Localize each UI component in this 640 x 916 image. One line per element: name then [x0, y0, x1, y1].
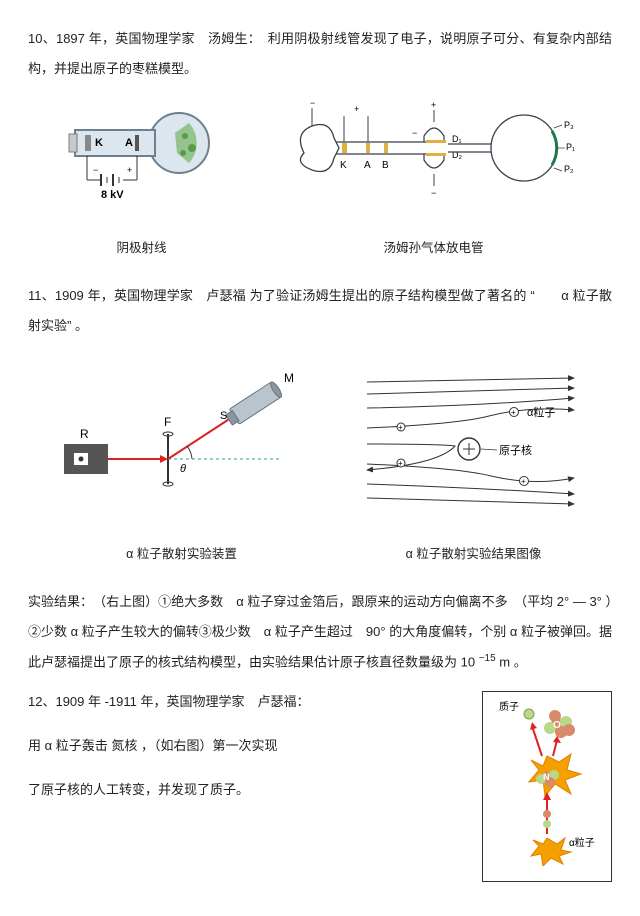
label-theta: θ [180, 463, 186, 475]
svg-text:+: + [431, 100, 436, 110]
svg-text:−: − [310, 98, 315, 108]
label-alpha2: α粒子 [569, 836, 595, 849]
label-kv: 8 kV [101, 189, 124, 201]
svg-text:+: + [521, 477, 526, 486]
label-P3: P₃ [564, 120, 574, 130]
svg-text:+: + [398, 423, 403, 432]
label-K2: K [340, 160, 347, 171]
label-F: F [164, 415, 171, 429]
fig12-box: 质子 O N [482, 691, 612, 882]
section-12: 质子 O N [28, 687, 612, 892]
label-proton: 质子 [499, 701, 519, 713]
cathode-ray-svg: K A − + 8 kV [57, 98, 227, 208]
result-figure: 原子核 + α粒子 + + + [359, 364, 589, 525]
apparatus-figure: R F θ S M [52, 364, 312, 525]
label-K: K [95, 137, 103, 149]
apparatus-svg: R F θ S M [52, 364, 312, 514]
label-D1: D₁ [452, 134, 462, 144]
para-11-result: 实验结果： （右上图）①绝大多数 α 粒子穿过金箔后，跟原来的运动方向偏离不多 … [28, 587, 612, 677]
svg-text:+: + [127, 165, 132, 175]
para-11: 11、1909 年，英国物理学家 卢瑟福 为了验证汤姆生提出的原子结构模型做了著… [28, 281, 612, 341]
svg-text:+: + [511, 408, 516, 417]
para-10: 10、1897 年，英国物理学家 汤姆生： 利用阴极射线管发现了电子，说明原子可… [28, 24, 612, 84]
svg-text:−: − [93, 165, 98, 175]
label-nucleus: 原子核 [499, 443, 532, 457]
para-11-result-tail: m 。 [496, 654, 527, 669]
label-P2: P₂ [564, 164, 574, 174]
fig12-svg: 质子 O N [487, 696, 605, 866]
caption-row-10: 阴极射线 汤姆孙气体放电管 [28, 227, 612, 263]
label-M: M [284, 371, 294, 385]
discharge-tube-svg: − K A B + D₁ D₂ + − − [284, 98, 584, 208]
svg-text:N: N [543, 772, 550, 782]
label-B2: B [382, 160, 389, 171]
label-alpha: α粒子 [527, 405, 555, 419]
discharge-caption: 汤姆孙气体放电管 [284, 233, 584, 263]
discharge-tube-figure: − K A B + D₁ D₂ + − − [284, 98, 584, 219]
exp-neg15: −15 [479, 653, 496, 664]
svg-text:O: O [553, 720, 561, 731]
label-R: R [80, 427, 89, 441]
svg-text:−: − [431, 188, 436, 198]
figure-row-10: K A − + 8 kV − [28, 98, 612, 219]
apparatus-caption: α 粒子散射实验装置 [52, 539, 312, 569]
label-P1: P₁ [566, 142, 575, 152]
label-A2: A [364, 160, 371, 171]
label-S: S [220, 410, 227, 422]
svg-text:+: + [398, 459, 403, 468]
result-caption: α 粒子散射实验结果图像 [359, 539, 589, 569]
figure-row-11: R F θ S M [28, 364, 612, 525]
cathode-caption: 阴极射线 [57, 233, 227, 263]
result-svg: 原子核 + α粒子 + + + [359, 364, 589, 514]
svg-text:+: + [354, 104, 359, 114]
svg-text:−: − [412, 128, 417, 138]
label-A: A [125, 137, 133, 149]
cathode-ray-figure: K A − + 8 kV [57, 98, 227, 219]
caption-row-11: α 粒子散射实验装置 α 粒子散射实验结果图像 [28, 533, 612, 569]
